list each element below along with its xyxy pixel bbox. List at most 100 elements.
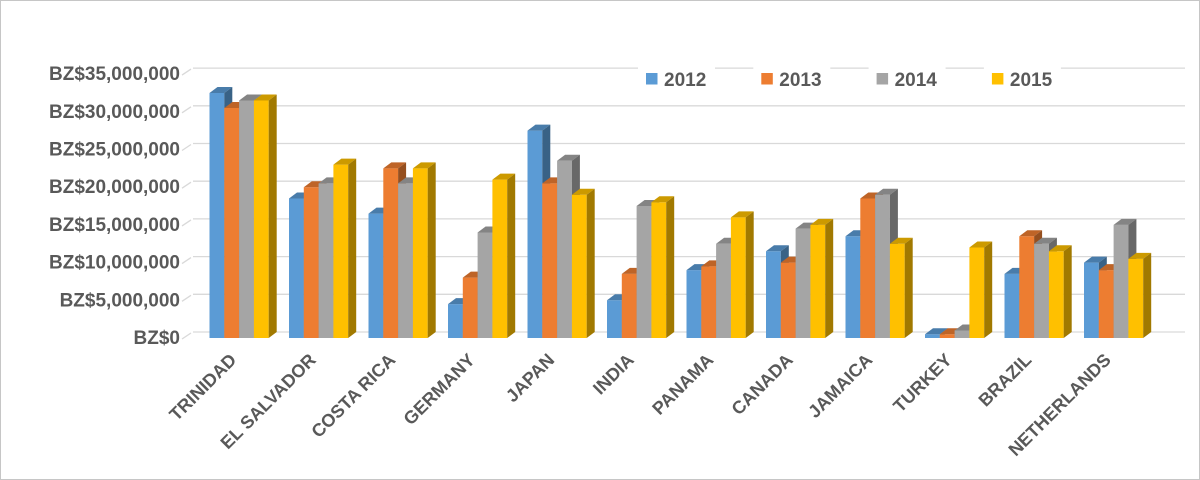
x-axis-category-label: TURKEY (889, 350, 955, 416)
bar-front-face (557, 160, 572, 338)
y-axis-tick-label: BZ$35,000,000 (49, 64, 180, 85)
bar-top-face (1034, 237, 1057, 244)
bar-turkey-2015[interactable] (969, 241, 993, 338)
legend-swatch-2012 (646, 73, 658, 85)
bar-side-face (586, 188, 595, 338)
x-axis-category-label: INDIA (589, 350, 638, 399)
bar-top-face (571, 188, 595, 195)
legend-item-2012[interactable]: 2012 (638, 64, 715, 91)
y-axis-tick-mark (181, 294, 192, 302)
y-axis-tick-mark (181, 219, 192, 227)
bar-top-face (969, 241, 993, 248)
bar-germany-2015[interactable] (492, 173, 516, 338)
bar-front-face (527, 130, 543, 338)
bar-front-face (810, 224, 826, 338)
bar-front-face (780, 262, 796, 338)
x-axis-category-label: PANAMA (648, 350, 717, 419)
bar-costa-rica-2015[interactable] (412, 162, 436, 338)
legend-item-2014[interactable]: 2014 (868, 64, 946, 91)
legend-item-2013[interactable]: 2013 (753, 64, 831, 91)
bar-front-face (730, 217, 746, 338)
bar-top-face (253, 94, 277, 101)
bar-top-face (766, 245, 789, 252)
y-axis-tick-mark (181, 143, 192, 152)
bar-side-face (745, 211, 754, 338)
bar-front-face (368, 213, 384, 338)
y-axis-tick-label: BZ$20,000,000 (49, 177, 180, 198)
bar-top-face (1084, 256, 1107, 263)
y-axis-tick-mark (181, 68, 192, 76)
bar-top-face (875, 188, 898, 195)
bar-front-face (845, 236, 861, 338)
y-axis-tick-mark (181, 106, 192, 114)
bar-side-face (984, 241, 993, 338)
x-axis-category-label: GERMANY (400, 350, 479, 429)
bar-front-face (209, 92, 225, 338)
bar-front-face (542, 183, 558, 338)
x-axis-category-label: TRINIDAD (165, 350, 240, 425)
bar-panama-2015[interactable] (730, 211, 754, 338)
legend-swatch-2014 (876, 73, 889, 85)
legend-label: 2013 (779, 70, 821, 91)
bar-top-face (889, 237, 913, 244)
bar-front-face (448, 304, 463, 338)
bar-front-face (303, 187, 319, 338)
bar-front-face (289, 198, 304, 338)
x-axis-category-label: BRAZIL (975, 350, 1036, 411)
y-axis-tick-mark (181, 332, 192, 340)
bar-front-face (701, 266, 717, 338)
bar-front-face (621, 273, 637, 338)
bar-front-face (333, 164, 349, 338)
bar-side-face (825, 218, 834, 338)
bar-top-face (1113, 218, 1137, 225)
bar-top-face (1019, 230, 1043, 237)
legend-label: 2015 (1010, 70, 1053, 91)
bar-canada-2015[interactable] (810, 218, 834, 338)
bar-brazil-2015[interactable] (1048, 245, 1072, 338)
legend-item-2015[interactable]: 2015 (983, 64, 1061, 91)
bar-front-face (889, 243, 905, 338)
bar-top-face (239, 94, 262, 101)
bar-india-2015[interactable] (651, 196, 675, 338)
bar-front-face (318, 183, 334, 338)
y-axis-tick-label: BZ$25,000,000 (49, 140, 180, 161)
bar-front-face (795, 228, 811, 338)
bar-front-face (1113, 224, 1129, 338)
bar-top-face (527, 124, 551, 131)
bar-front-face (939, 334, 955, 338)
x-axis-category-label: COSTA RICA (307, 350, 399, 442)
bar-side-face (1143, 252, 1152, 338)
bar-side-face (348, 158, 357, 338)
bar-el-salvador-2015[interactable] (333, 158, 357, 338)
bar-top-face (810, 218, 834, 225)
bar-front-face (969, 247, 985, 338)
bar-front-face (412, 168, 428, 338)
legend-label: 2012 (664, 70, 706, 91)
bar-top-face (1048, 245, 1072, 252)
bar-top-face (412, 162, 436, 169)
bar-front-face (1004, 273, 1020, 338)
bar-side-face (268, 94, 277, 339)
bar-front-face (954, 330, 970, 338)
bar-front-face (716, 243, 731, 338)
legend-label: 2014 (895, 70, 938, 91)
bar-trinidad-2015[interactable] (253, 94, 277, 339)
bar-jamaica-2015[interactable] (889, 237, 913, 338)
y-axis-tick-mark (181, 181, 192, 189)
bar-side-face (507, 173, 516, 338)
bar-front-face (1034, 243, 1049, 338)
bar-front-face (860, 198, 876, 338)
bar-japan-2015[interactable] (571, 188, 595, 338)
bar-top-face (333, 158, 357, 165)
x-axis-category-label: CANADA (728, 350, 797, 419)
bar-front-face (383, 168, 399, 338)
legend-swatch-2015 (991, 73, 1004, 85)
bar-netherlands-2015[interactable] (1128, 252, 1152, 338)
bar-front-face (925, 334, 940, 338)
bar-front-face (1084, 262, 1099, 338)
legend-swatch-2013 (761, 73, 773, 85)
bar-top-face (651, 196, 675, 203)
bar-side-face (666, 196, 675, 338)
bar-front-face (398, 183, 413, 338)
